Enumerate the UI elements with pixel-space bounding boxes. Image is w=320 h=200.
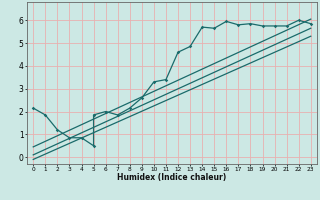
X-axis label: Humidex (Indice chaleur): Humidex (Indice chaleur) [117, 173, 227, 182]
